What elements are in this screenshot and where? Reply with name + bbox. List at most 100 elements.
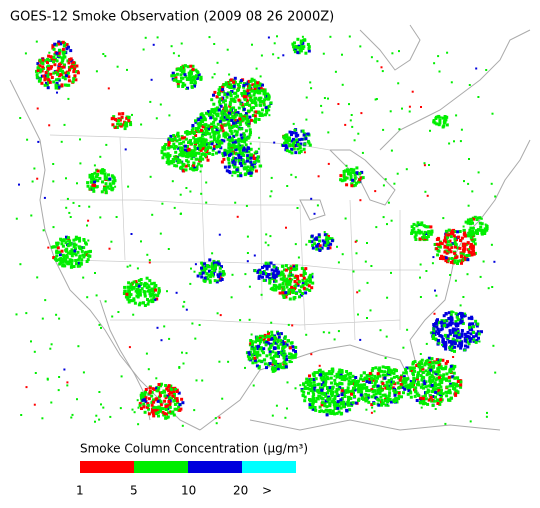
smoke-pixel (178, 403, 182, 407)
smoke-pixel (439, 116, 442, 119)
smoke-pixel (433, 243, 437, 246)
smoke-pixel (228, 139, 232, 143)
smoke-pixel (61, 260, 65, 264)
smoke-pixel (255, 364, 259, 368)
smoke-pixel (451, 230, 455, 234)
smoke-pixel (228, 81, 231, 84)
smoke-pixel (203, 144, 207, 148)
smoke-pixel (175, 390, 179, 393)
smoke-pixel (444, 365, 448, 369)
smoke-pixel (416, 371, 420, 375)
smoke-pixel (192, 132, 196, 135)
smoke-pixel (409, 380, 412, 382)
smoke-pixel (215, 140, 219, 143)
smoke-pixel (267, 97, 271, 100)
smoke-pixel (216, 312, 219, 315)
smoke-pixel (309, 381, 313, 385)
smoke-pixel (209, 116, 213, 120)
smoke-pixel (228, 135, 232, 139)
smoke-pixel (416, 374, 420, 377)
smoke-pixel (281, 277, 285, 281)
smoke-pixel (474, 340, 478, 344)
smoke-pixel (326, 391, 330, 395)
smoke-pixel (259, 86, 263, 90)
smoke-pixel (100, 403, 102, 406)
smoke-pixel (302, 286, 306, 290)
smoke-pixel (419, 263, 422, 266)
smoke-pixel (55, 254, 59, 258)
smoke-pixel (226, 133, 230, 137)
smoke-pixel (228, 91, 232, 95)
smoke-pixel (167, 248, 170, 250)
smoke-pixel (453, 339, 457, 343)
smoke-pixel (42, 229, 45, 232)
smoke-pixel (238, 123, 242, 127)
smoke-pixel (433, 312, 436, 315)
smoke-pixel (57, 258, 61, 262)
smoke-pixel (402, 346, 405, 349)
smoke-pixel (119, 407, 122, 410)
smoke-pixel (395, 375, 399, 378)
smoke-pixel (172, 399, 176, 403)
smoke-pixel (92, 189, 96, 193)
smoke-pixel (333, 378, 337, 382)
smoke-pixel (172, 390, 176, 394)
smoke-pixel (164, 143, 168, 146)
smoke-pixel (255, 354, 259, 358)
smoke-pixel (325, 235, 329, 239)
smoke-pixel (165, 161, 169, 164)
smoke-pixel (144, 388, 148, 391)
smoke-pixel (385, 373, 389, 377)
smoke-pixel (337, 330, 340, 333)
smoke-pixel (40, 81, 44, 85)
smoke-pixel (189, 139, 192, 142)
smoke-pixel (292, 267, 296, 271)
smoke-pixel (255, 335, 259, 339)
smoke-pixel (448, 239, 452, 243)
smoke-pixel (204, 111, 208, 115)
smoke-pixel (440, 324, 444, 328)
smoke-pixel (346, 388, 350, 392)
smoke-pixel (249, 342, 253, 346)
smoke-pixel (276, 35, 278, 38)
smoke-pixel (438, 334, 442, 337)
smoke-pixel (95, 414, 98, 417)
smoke-pixel (272, 53, 275, 56)
smoke-pixel (376, 372, 380, 376)
smoke-pixel (173, 403, 177, 406)
smoke-pixel (329, 376, 333, 380)
smoke-pixel (462, 225, 465, 228)
smoke-pixel (149, 294, 153, 298)
smoke-pixel (175, 407, 179, 411)
smoke-pixel (320, 246, 324, 250)
smoke-pixel (305, 118, 308, 121)
smoke-pixel (287, 356, 291, 359)
smoke-pixel (304, 291, 308, 295)
smoke-pixel (456, 318, 460, 322)
smoke-pixel (342, 402, 346, 406)
smoke-pixel (270, 276, 274, 280)
smoke-pixel (136, 399, 139, 402)
smoke-pixel (33, 350, 36, 353)
smoke-pixel (104, 182, 108, 186)
smoke-pixel (69, 260, 73, 264)
smoke-pixel (210, 127, 214, 131)
smoke-pixel (39, 61, 43, 65)
smoke-pixel (340, 179, 344, 183)
smoke-pixel (454, 279, 457, 282)
smoke-pixel (199, 147, 202, 150)
smoke-pixel (136, 267, 139, 270)
smoke-pixel (466, 221, 470, 225)
smoke-pixel (279, 332, 283, 336)
smoke-pixel (443, 245, 447, 249)
smoke-pixel (305, 243, 308, 246)
smoke-pixel (470, 328, 474, 332)
smoke-pixel (342, 173, 346, 177)
smoke-pixel (30, 340, 32, 343)
smoke-pixel (437, 245, 440, 248)
smoke-pixel (61, 47, 65, 51)
smoke-pixel (190, 85, 194, 89)
smoke-pixel (203, 267, 207, 271)
smoke-pixel (251, 361, 255, 365)
smoke-pixel (290, 273, 294, 277)
